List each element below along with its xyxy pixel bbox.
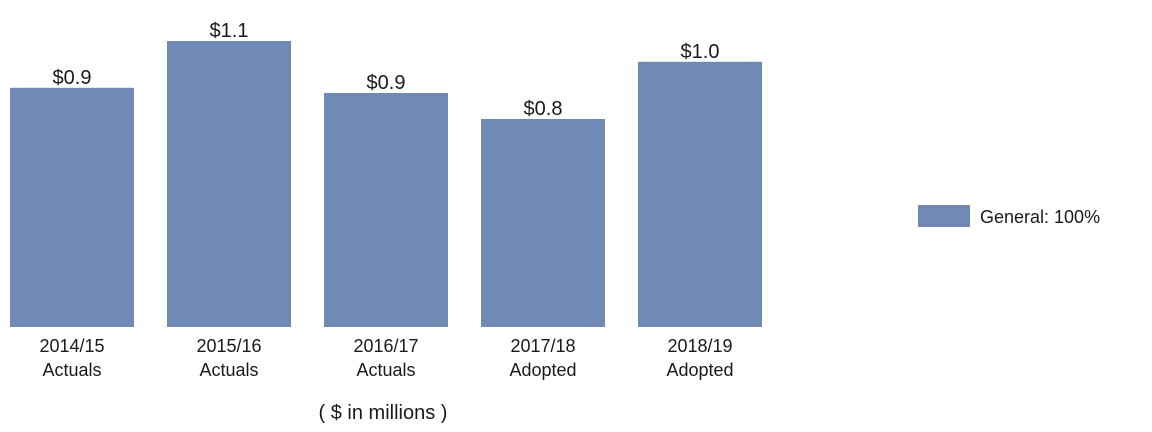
x-tick-label-4-line-1: Adopted (666, 360, 733, 380)
bar-0 (10, 87, 134, 327)
x-tick-label-4-line-0: 2018/19 (667, 336, 732, 356)
legend: General: 100% (918, 205, 1100, 227)
x-tick-label-3-line-0: 2017/18 (510, 336, 575, 356)
bar-4 (638, 61, 762, 328)
bar-1 (167, 41, 291, 327)
bar-2 (324, 93, 448, 327)
units-label: ( $ in millions ) (319, 402, 448, 424)
x-tick-label-3-line-1: Adopted (509, 360, 576, 380)
legend-label: General: 100% (980, 207, 1100, 227)
bar-labels-group: $0.9 $1.1 $0.9 $0.8 $1.0 (53, 20, 720, 120)
x-tick-label-0-line-0: 2014/15 (39, 336, 104, 356)
bar-value-label-1: $1.1 (210, 20, 249, 42)
x-tick-label-2-line-1: Actuals (356, 360, 415, 380)
legend-swatch (918, 205, 970, 227)
x-tick-label-1-line-0: 2015/16 (196, 336, 261, 356)
bars-group (10, 41, 762, 328)
bar-value-label-0: $0.9 (53, 67, 92, 89)
x-tick-label-0-line-1: Actuals (42, 360, 101, 380)
bar-3 (481, 119, 605, 327)
x-tick-label-1-line-1: Actuals (199, 360, 258, 380)
bar-value-label-3: $0.8 (524, 98, 563, 120)
x-tick-label-2-line-0: 2016/17 (353, 336, 418, 356)
x-tick-labels-group: 2014/15 Actuals 2015/16 Actuals 2016/17 Actua… (39, 336, 733, 380)
bar-value-label-4: $1.0 (681, 41, 720, 63)
bar-value-label-2: $0.9 (367, 72, 406, 94)
